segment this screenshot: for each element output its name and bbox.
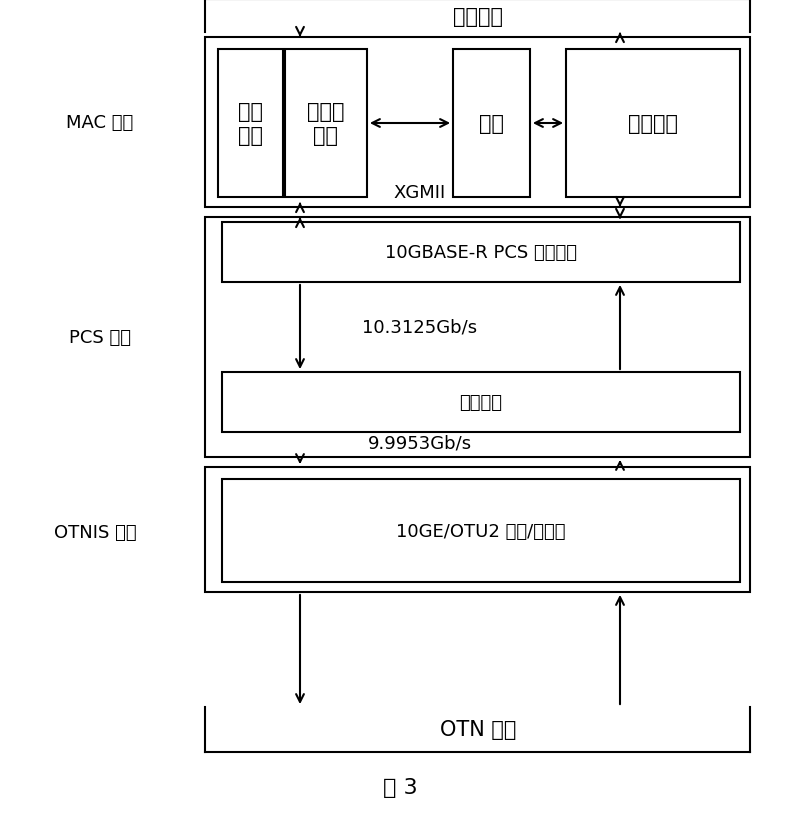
Text: 图 3: 图 3	[382, 777, 418, 797]
Text: 速率适配: 速率适配	[459, 394, 502, 412]
Text: 9.9953Gb/s: 9.9953Gb/s	[368, 433, 472, 452]
Bar	[285, 50, 367, 198]
Bar	[222, 480, 740, 582]
Text: 接收控制: 接收控制	[628, 114, 678, 134]
Text: 10GE/OTU2 映射/解映射: 10GE/OTU2 映射/解映射	[396, 522, 566, 540]
Bar	[218, 50, 283, 198]
Bar	[222, 222, 740, 283]
Text: 流控: 流控	[479, 114, 504, 134]
Bar	[205, 467, 750, 592]
Bar	[222, 372, 740, 433]
Text: 发送
控制: 发送 控制	[238, 103, 263, 146]
Text: PCS 子层: PCS 子层	[69, 328, 131, 347]
Text: 10.3125Gb/s: 10.3125Gb/s	[362, 318, 478, 337]
Bar	[205, 218, 750, 457]
Text: MAC 子层: MAC 子层	[66, 114, 134, 131]
Text: 10GBASE-R PCS 基本功能: 10GBASE-R PCS 基本功能	[385, 244, 577, 261]
Bar	[205, 38, 750, 208]
Bar	[566, 50, 740, 198]
Text: 帧同步
控制: 帧同步 控制	[307, 103, 345, 146]
Text: OTNIS 子层: OTNIS 子层	[54, 523, 136, 542]
Text: 客户数据: 客户数据	[453, 7, 503, 26]
Text: XGMII: XGMII	[394, 184, 446, 202]
Text: OTN 网络: OTN 网络	[440, 719, 516, 739]
Bar	[453, 50, 530, 198]
